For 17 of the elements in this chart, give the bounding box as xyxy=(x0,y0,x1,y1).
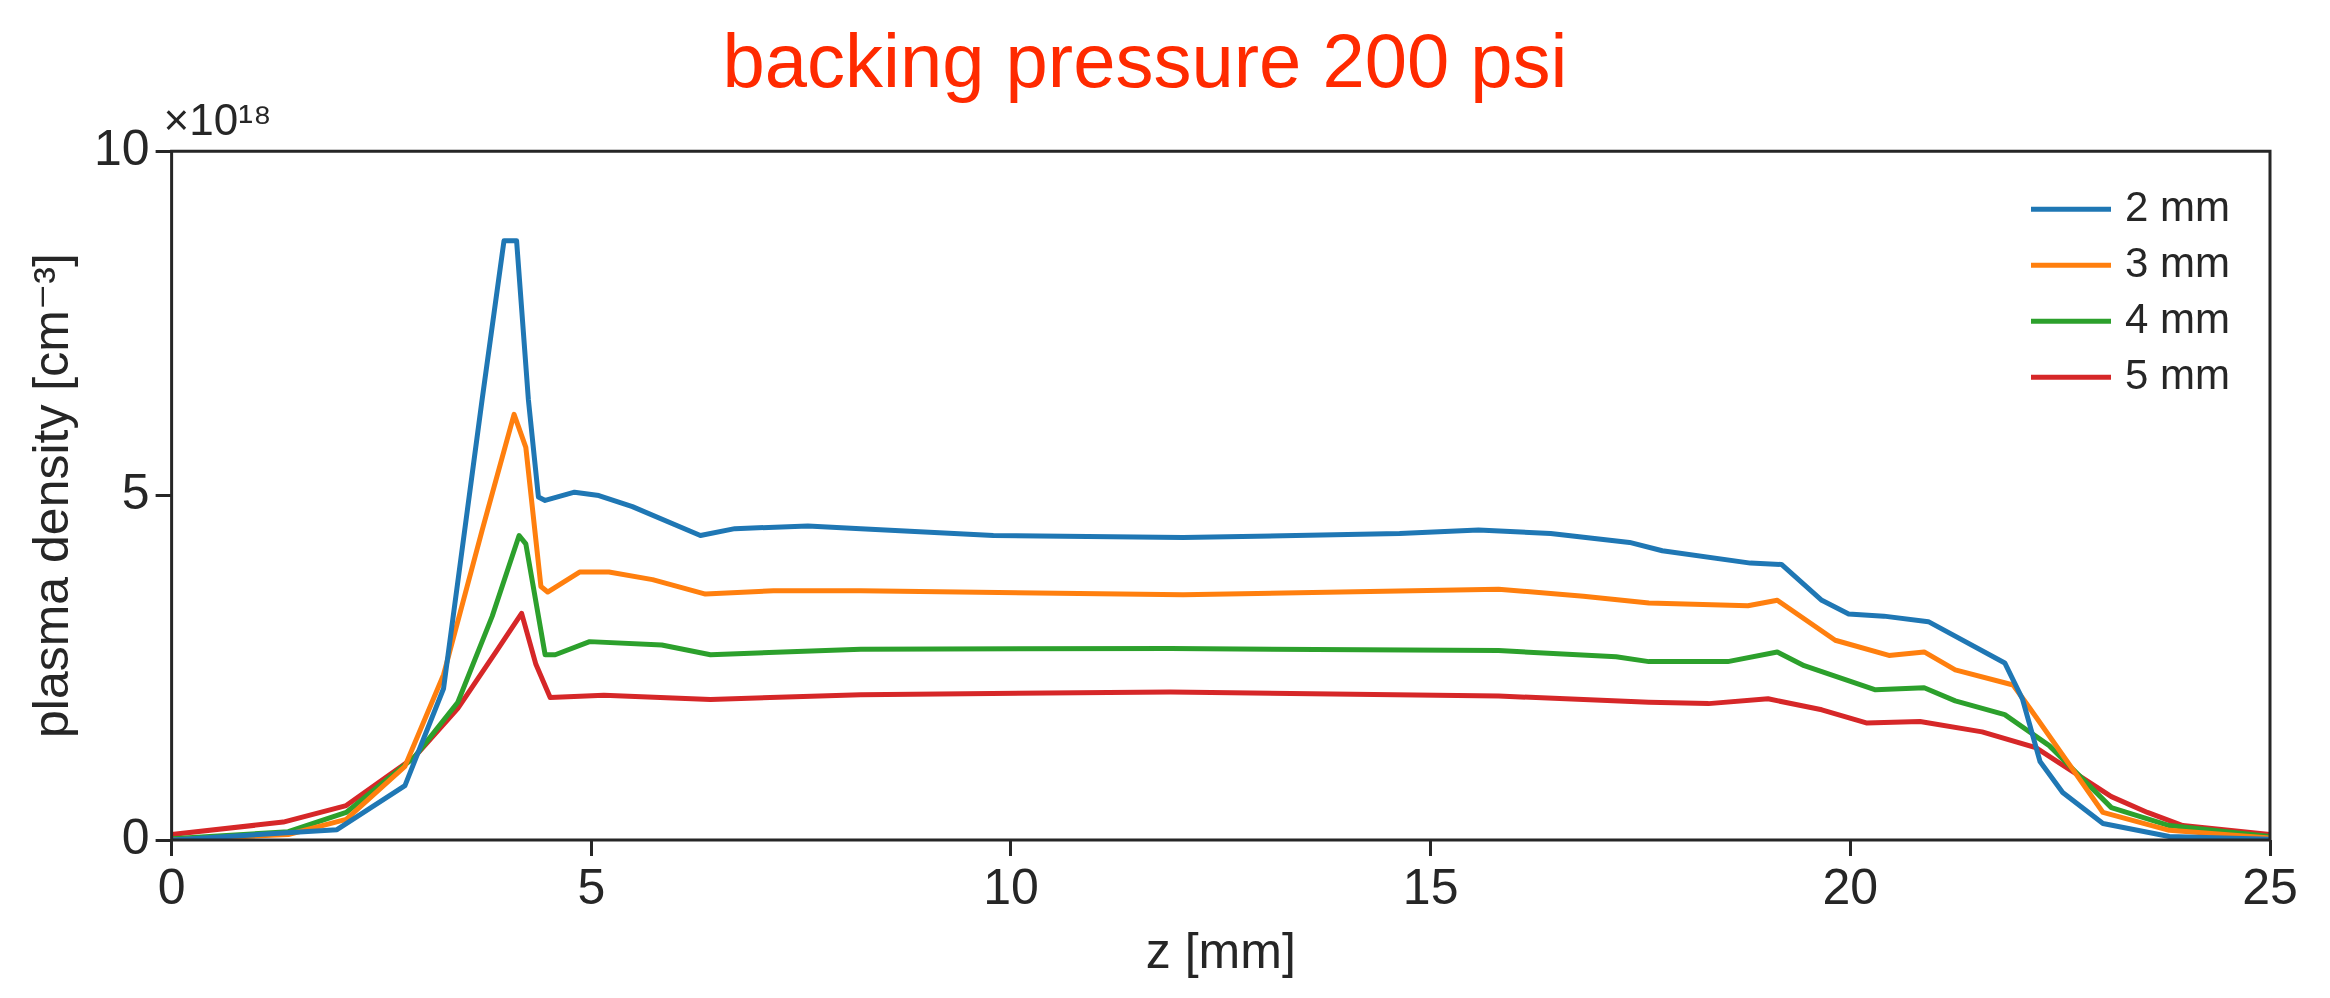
chart-title: backing pressure 200 psi xyxy=(722,17,1568,103)
legend-label: 4 mm xyxy=(2125,294,2230,342)
y-tick-label: 10 xyxy=(93,119,150,176)
x-tick-label: 25 xyxy=(2242,858,2298,915)
y-tick-label: 0 xyxy=(121,808,150,865)
legend-label: 5 mm xyxy=(2125,350,2230,398)
y-axis-title: plasma density [cm⁻³] xyxy=(22,253,79,739)
x-tick-label: 10 xyxy=(983,858,1039,915)
x-tick-label: 15 xyxy=(1402,858,1459,915)
legend-label: 2 mm xyxy=(2125,182,2230,230)
x-axis-title: z [mm] xyxy=(1145,922,1296,979)
legend-label: 3 mm xyxy=(2125,238,2230,286)
text: ×10¹⁸ xyxy=(163,95,272,145)
x-tick-label: 0 xyxy=(157,858,186,915)
y-tick-label: 5 xyxy=(121,464,150,521)
x-tick-label: 5 xyxy=(577,858,606,915)
x-tick-label: 20 xyxy=(1822,858,1879,915)
